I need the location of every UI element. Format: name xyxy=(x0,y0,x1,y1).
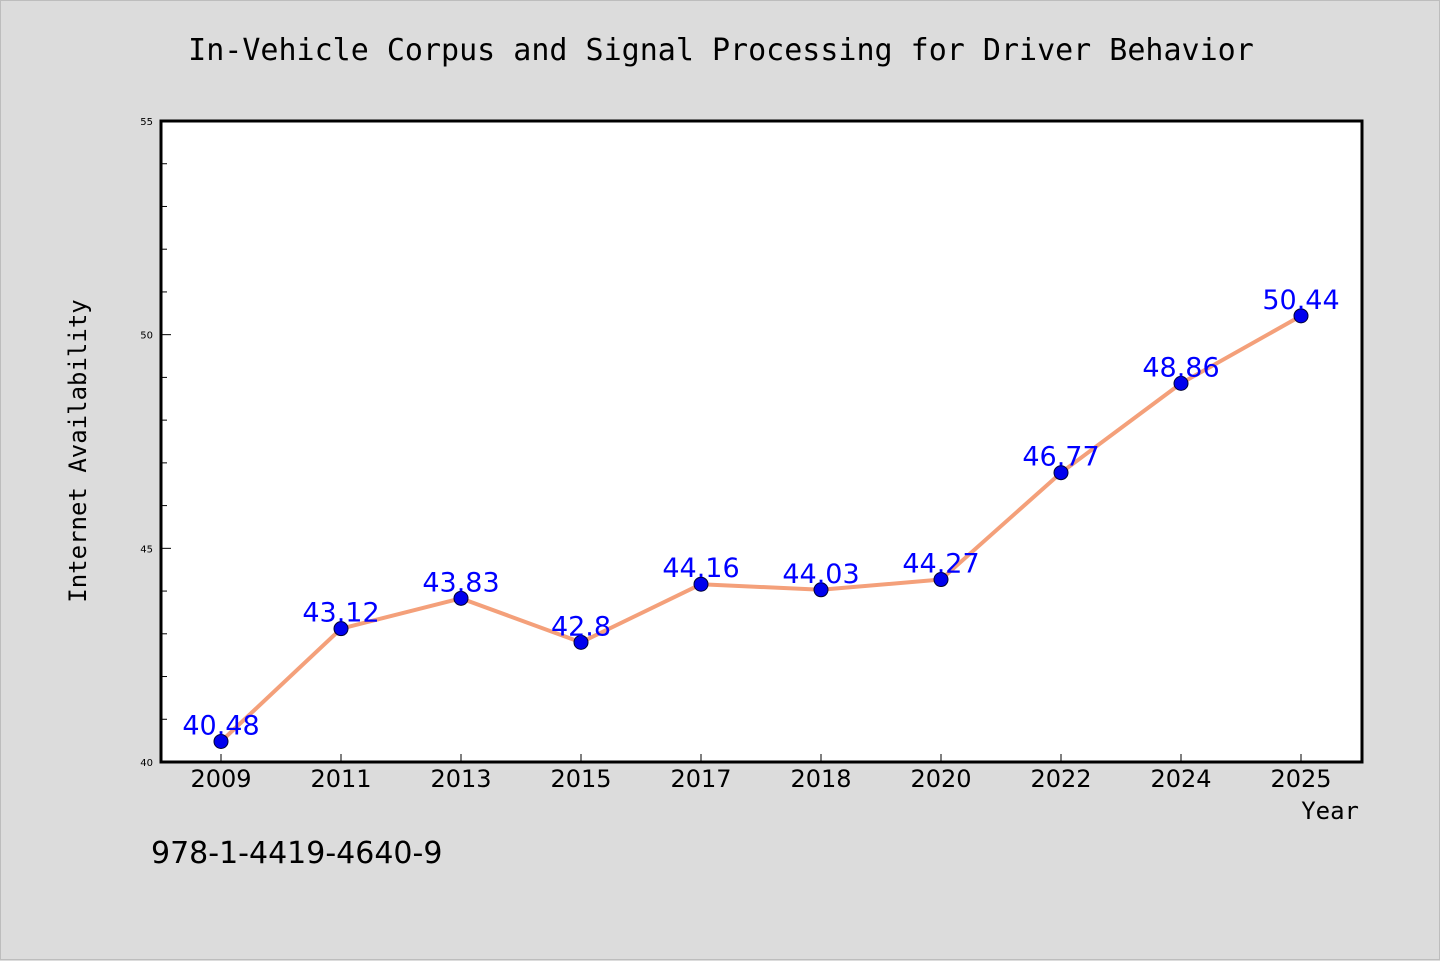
data-label: 43.12 xyxy=(302,598,379,629)
x-tick-label: 2022 xyxy=(1030,765,1091,793)
x-tick-label: 2009 xyxy=(190,765,251,793)
x-tick-label: 2017 xyxy=(670,765,731,793)
data-point xyxy=(1173,375,1189,391)
data-point xyxy=(933,572,949,588)
data-label: 44.27 xyxy=(902,549,979,580)
data-point xyxy=(1293,308,1309,324)
data-point xyxy=(213,733,229,749)
data-point xyxy=(573,634,589,650)
plot-area xyxy=(159,119,1364,764)
x-tick-label: 2011 xyxy=(310,765,371,793)
x-axis-label: Year xyxy=(1301,797,1359,825)
x-tick-label: 2020 xyxy=(910,765,971,793)
data-label: 42.8 xyxy=(551,611,611,642)
y-tick-label: 45 xyxy=(140,544,153,555)
x-tick-label: 2024 xyxy=(1150,765,1211,793)
data-label: 48.86 xyxy=(1142,352,1219,383)
data-point xyxy=(333,621,349,637)
data-point xyxy=(1053,465,1069,481)
x-tick-label: 2015 xyxy=(550,765,611,793)
data-label: 46.77 xyxy=(1022,442,1099,473)
y-tick-label: 55 xyxy=(140,117,153,128)
data-label: 40.48 xyxy=(182,710,259,741)
isbn-text: 978-1-4419-4640-9 xyxy=(151,836,443,871)
data-label: 43.83 xyxy=(422,567,499,598)
x-tick-label: 2013 xyxy=(430,765,491,793)
data-label: 44.16 xyxy=(662,553,739,584)
chart-title: In-Vehicle Corpus and Signal Processing … xyxy=(188,33,1254,68)
series-line xyxy=(219,314,1302,743)
x-tick-label: 2025 xyxy=(1270,765,1331,793)
data-label: 50.44 xyxy=(1262,285,1339,316)
data-point xyxy=(813,582,829,598)
data-point xyxy=(693,576,709,592)
data-label: 44.03 xyxy=(782,559,859,590)
y-tick-label: 40 xyxy=(140,758,153,769)
data-point xyxy=(453,590,469,606)
x-tick-label: 2018 xyxy=(790,765,851,793)
y-tick-label: 50 xyxy=(140,331,153,342)
